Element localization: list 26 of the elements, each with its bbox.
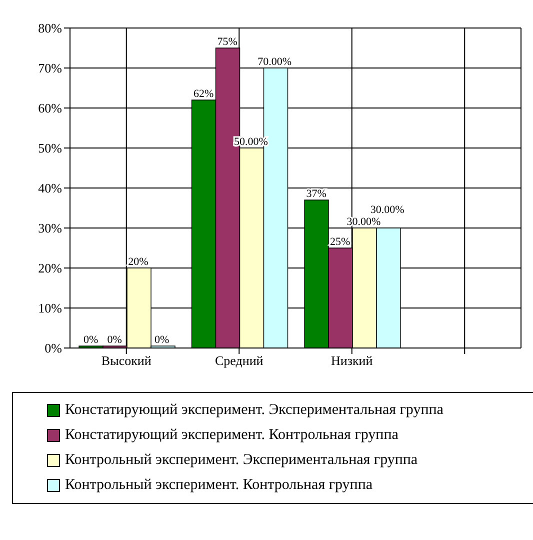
y-tick-label: 80% — [38, 20, 62, 36]
data-label: 25% — [330, 236, 350, 248]
y-tick-label: 40% — [38, 180, 62, 196]
legend-label: Констатирующий эксперимент. Контрольная группа — [65, 427, 398, 444]
x-tick-label: Низкий — [331, 353, 373, 368]
data-label: 20% — [128, 256, 148, 268]
data-label: 0% — [154, 334, 170, 346]
legend-label: Констатирующий эксперимент. Экспериментальная группа — [65, 402, 444, 419]
y-tick-label: 60% — [38, 100, 62, 116]
y-tick-label: 10% — [38, 300, 62, 316]
x-tick-label: Высокий — [101, 353, 152, 368]
x-tick-label: Средний — [214, 353, 264, 368]
data-label: 62% — [194, 88, 214, 100]
data-label: 0% — [84, 334, 98, 346]
y-tick-label: 30% — [38, 220, 62, 236]
data-label: 70.00% — [258, 56, 292, 68]
y-tick-label: 50% — [38, 140, 62, 156]
y-tick-label: 70% — [38, 60, 62, 76]
data-label: 75% — [217, 36, 238, 48]
data-label: 30.00% — [370, 204, 404, 216]
legend-label: Контрольный эксперимент. Экспериментальная группа — [65, 452, 418, 469]
y-tick-label: 0% — [44, 340, 62, 356]
data-label: 37% — [306, 188, 326, 200]
y-tick-label: 20% — [38, 260, 62, 276]
legend-label: Контрольный эксперимент. Контрольная группа — [65, 477, 373, 494]
data-label: 0% — [107, 334, 122, 346]
